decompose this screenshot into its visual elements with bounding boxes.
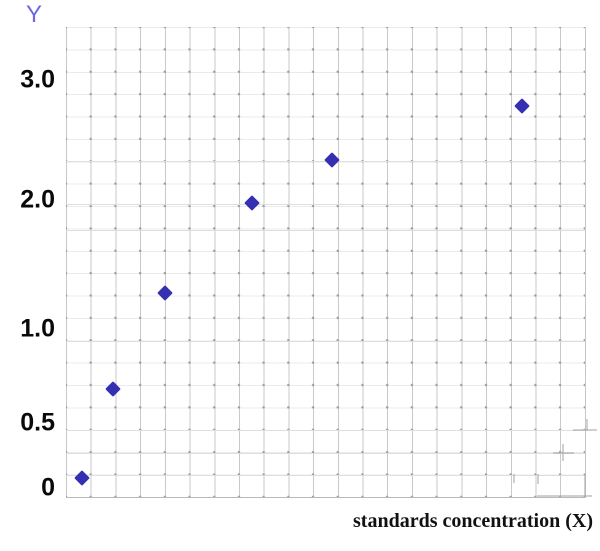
grid-row-line xyxy=(66,452,585,454)
data-point-diamond xyxy=(105,381,121,398)
y-tick-label: 0.5 xyxy=(20,408,55,437)
x-axis-title: standards concentration (X) xyxy=(353,510,593,532)
y-tick-label: 2.0 xyxy=(20,185,55,214)
scan-artifact xyxy=(513,474,515,483)
scan-artifact xyxy=(573,429,597,431)
scan-artifact xyxy=(584,474,586,497)
data-point-diamond xyxy=(514,98,530,114)
y-tick-label: 1.0 xyxy=(20,314,55,343)
data-point-diamond xyxy=(156,284,173,301)
scan-artifact xyxy=(586,419,588,431)
data-point-diamond xyxy=(74,470,90,486)
plot-area xyxy=(66,27,597,498)
grid-row-line xyxy=(66,204,585,205)
grid-row-line xyxy=(66,341,585,342)
grid-row-line xyxy=(66,475,585,476)
scan-artifact xyxy=(562,444,564,461)
y-tick-label: 0 xyxy=(41,473,55,502)
data-point-diamond xyxy=(323,152,340,169)
grid-row-line xyxy=(66,430,585,431)
y-tick-label: 3.0 xyxy=(20,65,55,94)
data-point-diamond xyxy=(244,194,261,211)
scan-artifact xyxy=(537,495,592,497)
scan-artifact xyxy=(537,474,539,484)
y-axis-title: Y xyxy=(26,1,43,28)
grid-row-line xyxy=(66,230,585,231)
